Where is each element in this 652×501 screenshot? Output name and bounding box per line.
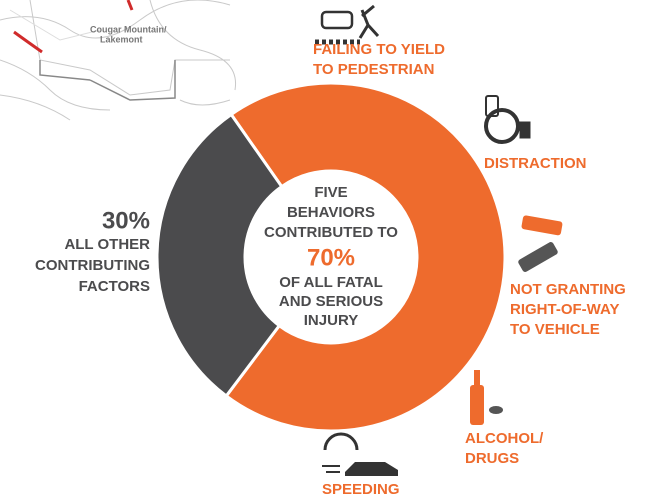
center-text: INJURY: [304, 312, 358, 329]
center-text: OF ALL FATAL: [279, 274, 383, 291]
legend-label: CONTRIBUTING: [35, 257, 150, 274]
car-icon: [320, 10, 354, 30]
legend-label: ALL OTHER: [64, 236, 150, 253]
center-text: FIVE: [314, 184, 347, 201]
car-icon: [518, 242, 558, 272]
behavior-label: ALCOHOL/: [465, 430, 544, 447]
center-text: CONTRIBUTED TO: [264, 224, 398, 241]
icons: [315, 4, 563, 476]
behavior-label: TO PEDESTRIAN: [313, 61, 434, 78]
value-label: 70%: [307, 244, 355, 271]
car-icon: [345, 462, 398, 476]
legend-label: FACTORS: [79, 278, 150, 295]
car-icon: [521, 215, 563, 236]
behavior-label: DRUGS: [465, 450, 519, 467]
behavior-label: DISTRACTION: [484, 155, 587, 172]
map-label-line: Lakemont: [100, 34, 143, 44]
behavior-label: NOT GRANTING: [510, 281, 626, 298]
cup-icon: [519, 121, 531, 139]
wheel-icon: [484, 108, 520, 144]
behavior-label: TO VEHICLE: [510, 321, 600, 338]
map-label-line: Cougar Mountain/: [90, 24, 167, 34]
bottle-icon: [470, 385, 484, 425]
value-label: 30%: [102, 207, 150, 234]
speedometer-icon: [323, 432, 359, 451]
behavior-label: SPEEDING: [322, 481, 400, 498]
pedestrian-icon: [358, 4, 380, 39]
speed-lines: [322, 465, 340, 473]
center-text: BEHAVIORS: [287, 204, 375, 221]
behavior-label: RIGHT-OF-WAY: [510, 301, 619, 318]
map-label: Cougar Mountain/ Lakemont: [90, 24, 167, 44]
bottle-icon: [474, 370, 480, 386]
donut-slice: [224, 81, 507, 433]
donut-slice: [155, 112, 284, 399]
pill-icon: [489, 406, 503, 414]
phone-icon: [485, 95, 499, 117]
center-text: AND SERIOUS: [279, 293, 383, 310]
map-background: [0, 0, 237, 121]
behavior-label: FAILING TO YIELD: [313, 41, 445, 58]
